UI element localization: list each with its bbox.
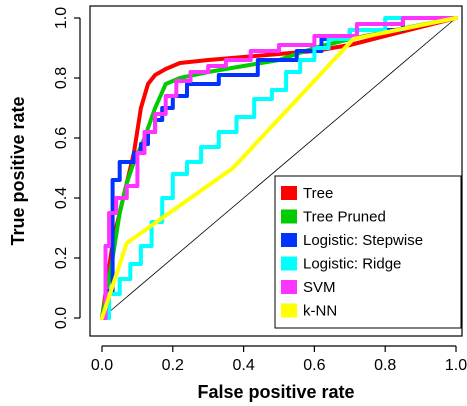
series-line-svm: [100, 16, 458, 320]
x-tick-label: 1.0: [445, 357, 467, 374]
legend-swatch: [281, 186, 297, 200]
x-axis: 0.0 0.2 0.4 0.6 0.8 1.0 False positive rate: [91, 345, 467, 402]
plot-frame: [89, 5, 463, 337]
y-tick-label: 1.0: [53, 7, 70, 29]
legend-label: SVM: [303, 279, 336, 296]
legend-swatch: [281, 256, 297, 271]
x-axis-label: False positive rate: [197, 382, 354, 402]
y-tick-label: 0.2: [53, 247, 70, 269]
x-tick-label: 0.0: [91, 357, 113, 374]
x-ticks: 0.0 0.2 0.4 0.6 0.8 1.0: [91, 346, 467, 374]
x-tick-label: 0.4: [232, 357, 254, 374]
legend-label: Logistic: Stepwise: [303, 232, 423, 249]
legend-items: Tree Tree Pruned Logistic: Stepwise Logisti…: [281, 185, 423, 320]
y-axis-label: True positive rate: [8, 96, 28, 245]
legend-label: Logistic: Ridge: [303, 256, 401, 273]
series-line-k-nn: [100, 16, 458, 320]
legend-swatch: [281, 209, 297, 224]
y-tick-label: 0.8: [53, 67, 70, 89]
y-ticks: 0.0 0.2 0.4 0.6 0.8 1.0: [53, 7, 80, 329]
legend: Tree Tree Pruned Logistic: Stepwise Logisti…: [274, 175, 462, 329]
x-tick-label: 0.6: [303, 357, 325, 374]
y-tick-label: 0.0: [53, 307, 70, 329]
series-layer: [100, 16, 458, 320]
y-axis: 0.0 0.2 0.4 0.6 0.8 1.0 True positive rate: [8, 7, 81, 329]
legend-swatch: [281, 303, 297, 318]
legend-box: [274, 175, 462, 329]
plot-area: [89, 5, 463, 337]
legend-label: Tree: [303, 185, 333, 202]
x-tick-label: 0.8: [374, 357, 396, 374]
legend-swatch: [281, 280, 297, 294]
y-tick-label: 0.6: [53, 127, 70, 149]
legend-swatch: [281, 233, 297, 247]
diagonal-reference-line: [101, 17, 457, 319]
legend-label: Tree Pruned: [303, 209, 386, 226]
series-line-logistic-ridge: [100, 16, 458, 320]
y-tick-label: 0.4: [53, 187, 70, 209]
x-tick-label: 0.2: [162, 357, 184, 374]
legend-label: k-NN: [303, 303, 337, 320]
